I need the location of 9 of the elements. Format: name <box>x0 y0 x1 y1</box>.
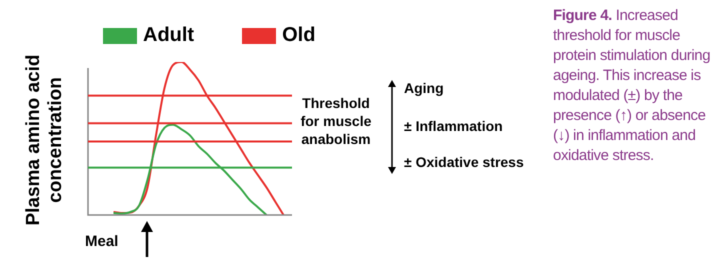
text: ± Oxidative stress <box>404 154 524 170</box>
text: ± Inflammation <box>404 118 503 134</box>
caption: Figure 4. <box>553 7 612 24</box>
legend-label: Old <box>282 24 316 47</box>
text: Threshold for muscle anabolism <box>300 94 372 148</box>
text: Meal <box>85 233 118 250</box>
text: Aging <box>404 80 444 96</box>
y-axis-title: Plasma amino acid concentration <box>23 53 67 228</box>
legend-label: Adult <box>143 24 194 47</box>
